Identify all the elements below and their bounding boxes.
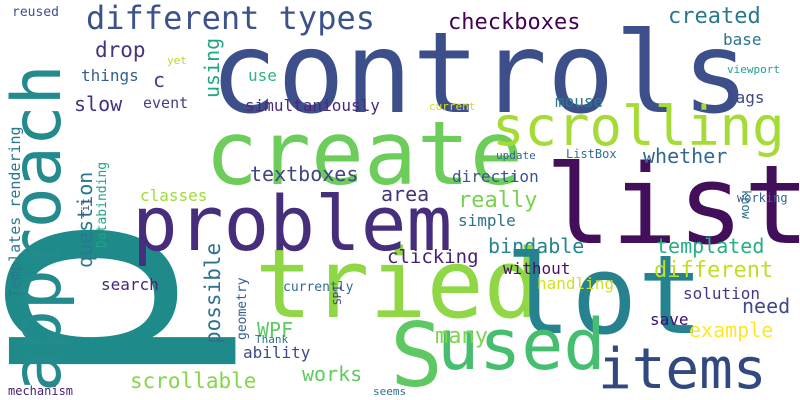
- word-tried: tried: [255, 230, 541, 340]
- word-s: S: [390, 304, 443, 400]
- word-things: things: [81, 66, 139, 85]
- word-use: use: [248, 66, 277, 85]
- word-need: need: [742, 294, 791, 318]
- word-many: many: [435, 324, 488, 349]
- word-simultaniously: simultaniously: [245, 96, 380, 115]
- word-handling: handling: [537, 274, 615, 293]
- word-templated: templated: [656, 234, 765, 258]
- word-drop: drop: [95, 38, 146, 62]
- word-c: c: [153, 68, 166, 92]
- word-controls: controls: [210, 9, 750, 139]
- word-lot: lot: [505, 231, 704, 359]
- word-ability: ability: [243, 343, 311, 362]
- word-listbox: ListBox: [566, 147, 617, 161]
- word-checkboxes: checkboxes: [448, 10, 581, 35]
- word-textboxes: textboxes: [250, 162, 359, 186]
- word-using: using: [200, 37, 224, 98]
- word-geometry: geometry: [235, 277, 250, 340]
- word-base: base: [723, 30, 762, 49]
- word-thank: Thank: [255, 333, 289, 346]
- word-created: created: [668, 4, 761, 29]
- word-items: items: [598, 337, 767, 400]
- word-seems: seems: [373, 385, 407, 398]
- word-search: search: [101, 275, 159, 294]
- word-save: save: [650, 310, 689, 329]
- word-reused: reused: [12, 5, 59, 20]
- word-really: really: [458, 188, 538, 213]
- word-mechanism: mechanism: [8, 384, 74, 398]
- word-area: area: [381, 182, 430, 206]
- word-currently: currently: [283, 280, 354, 295]
- word-list: list: [545, 141, 800, 269]
- word-lags: lags: [726, 88, 765, 107]
- word-create: create: [205, 102, 523, 205]
- word-databinding: Databinding: [95, 161, 110, 248]
- word-wpf: WPF: [257, 318, 294, 342]
- word-current: current: [429, 100, 476, 113]
- word-question: question: [73, 171, 97, 268]
- word-example: example: [689, 318, 774, 342]
- word-bindable: bindable: [488, 234, 585, 258]
- word-possible: possible: [201, 242, 225, 344]
- word-without: without: [503, 259, 571, 278]
- word-viewport: viewport: [727, 63, 780, 76]
- word-solution: solution: [683, 284, 761, 303]
- word-templates-rendering: Templates rendering: [6, 126, 24, 298]
- word-yet: yet: [167, 54, 187, 67]
- word-working: working: [737, 191, 788, 205]
- word-direction: direction: [452, 167, 539, 186]
- word-works: works: [302, 362, 363, 386]
- word-used: used: [437, 304, 606, 386]
- word-different-types: different types: [86, 0, 375, 37]
- word-problem: problem: [132, 179, 453, 268]
- word-fit: fit: [79, 198, 92, 218]
- word-classes: classes: [140, 186, 208, 205]
- word-simple: simple: [458, 211, 516, 230]
- word-sp1: SP1: [331, 285, 344, 305]
- word-slow: slow: [74, 92, 123, 116]
- word-mouse: mouse: [555, 92, 604, 111]
- word-different: different: [654, 258, 774, 283]
- word-whether: whether: [643, 144, 728, 168]
- word-clicking: clicking: [387, 246, 479, 268]
- word-scrollable: scrollable: [130, 369, 257, 393]
- word-event: event: [143, 94, 189, 112]
- word-scrolling: scrolling: [492, 95, 785, 158]
- word-update: update: [496, 149, 536, 162]
